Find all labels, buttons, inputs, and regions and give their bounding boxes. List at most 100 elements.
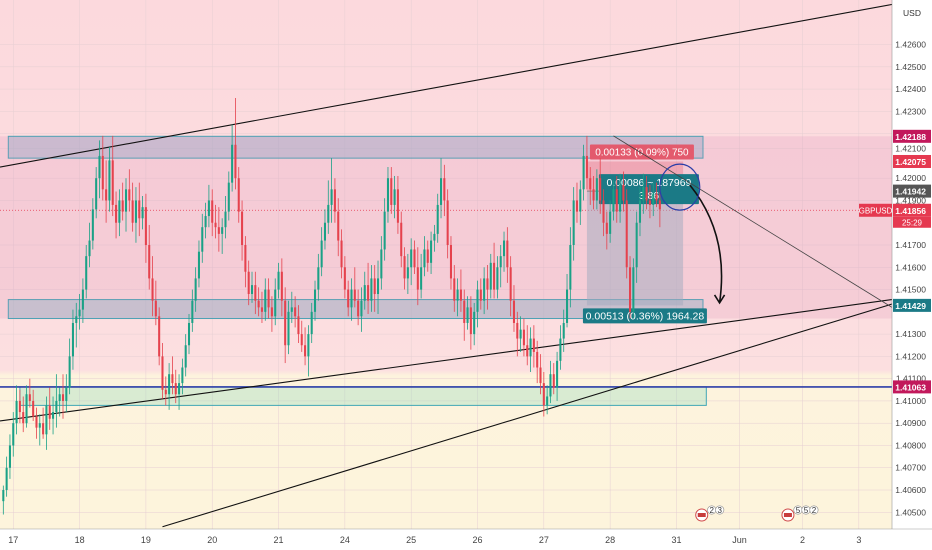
- candle[interactable]: [171, 356, 174, 395]
- candle[interactable]: [599, 158, 602, 214]
- candle[interactable]: [320, 227, 323, 277]
- candle[interactable]: [449, 236, 453, 290]
- candle[interactable]: [227, 171, 230, 221]
- candle[interactable]: [632, 258, 635, 319]
- candle[interactable]: [549, 360, 552, 404]
- candle[interactable]: [493, 242, 496, 299]
- candle[interactable]: [131, 182, 134, 232]
- candle[interactable]: [337, 198, 340, 257]
- candle[interactable]: [91, 198, 94, 250]
- candle[interactable]: [327, 180, 330, 234]
- candle[interactable]: [134, 187, 137, 243]
- candle[interactable]: [15, 385, 18, 435]
- candle[interactable]: [622, 171, 625, 212]
- candle[interactable]: [124, 178, 128, 232]
- candle[interactable]: [423, 236, 426, 277]
- candle[interactable]: [75, 302, 78, 348]
- candle[interactable]: [45, 396, 48, 450]
- candle[interactable]: [566, 273, 569, 328]
- candle[interactable]: [277, 262, 280, 299]
- candle[interactable]: [28, 378, 31, 408]
- candle[interactable]: [416, 247, 419, 306]
- candle[interactable]: [496, 256, 499, 299]
- candle[interactable]: [317, 253, 320, 301]
- candle[interactable]: [542, 371, 545, 417]
- candle[interactable]: [585, 135, 588, 190]
- candle[interactable]: [453, 265, 456, 312]
- candle[interactable]: [241, 200, 244, 261]
- candle[interactable]: [2, 485, 5, 515]
- candle[interactable]: [284, 287, 287, 364]
- candle[interactable]: [264, 278, 267, 321]
- candle[interactable]: [65, 374, 68, 413]
- candle[interactable]: [121, 182, 124, 221]
- candle[interactable]: [625, 189, 628, 279]
- candle[interactable]: [287, 300, 290, 355]
- trendline-ascending-support[interactable]: [162, 303, 893, 528]
- candle[interactable]: [526, 325, 529, 366]
- candle[interactable]: [78, 294, 81, 330]
- candle[interactable]: [224, 196, 227, 239]
- candle[interactable]: [25, 385, 28, 428]
- candle[interactable]: [350, 278, 353, 321]
- candle[interactable]: [88, 222, 91, 268]
- candle[interactable]: [297, 305, 300, 344]
- candle[interactable]: [509, 256, 512, 317]
- candle[interactable]: [612, 180, 615, 221]
- candle[interactable]: [499, 245, 502, 288]
- candle[interactable]: [138, 182, 141, 237]
- candle[interactable]: [439, 158, 443, 219]
- candle[interactable]: [522, 318, 525, 357]
- candle[interactable]: [290, 291, 293, 323]
- candle[interactable]: [267, 278, 270, 319]
- candle[interactable]: [300, 320, 303, 352]
- candle[interactable]: [552, 363, 555, 395]
- candle[interactable]: [357, 289, 360, 326]
- candle[interactable]: [38, 414, 41, 446]
- candle[interactable]: [486, 265, 489, 310]
- candle[interactable]: [360, 287, 363, 332]
- candle[interactable]: [101, 135, 104, 201]
- candle[interactable]: [178, 374, 181, 410]
- candle[interactable]: [22, 396, 25, 433]
- candle[interactable]: [426, 240, 429, 272]
- candle[interactable]: [556, 351, 559, 401]
- candle[interactable]: [363, 271, 366, 310]
- candle[interactable]: [443, 164, 446, 217]
- candle[interactable]: [569, 227, 572, 308]
- candle[interactable]: [506, 227, 509, 283]
- candle[interactable]: [609, 200, 612, 243]
- candle[interactable]: [52, 396, 55, 435]
- candle[interactable]: [35, 407, 38, 439]
- candle[interactable]: [655, 182, 658, 208]
- candle[interactable]: [512, 285, 516, 332]
- candle[interactable]: [410, 238, 413, 286]
- time-axis[interactable]: [0, 529, 932, 550]
- candle[interactable]: [95, 167, 98, 219]
- candle[interactable]: [187, 314, 191, 355]
- candle[interactable]: [446, 189, 449, 259]
- candle[interactable]: [645, 175, 648, 210]
- candle[interactable]: [144, 193, 147, 263]
- candle[interactable]: [589, 167, 592, 205]
- candle[interactable]: [638, 187, 642, 237]
- candle[interactable]: [204, 202, 207, 239]
- candle[interactable]: [562, 309, 565, 352]
- candle[interactable]: [436, 193, 439, 243]
- candle[interactable]: [194, 267, 197, 312]
- candle[interactable]: [244, 236, 247, 288]
- candle[interactable]: [310, 302, 313, 344]
- candle[interactable]: [8, 434, 11, 479]
- candle[interactable]: [396, 175, 399, 234]
- candle[interactable]: [42, 407, 45, 439]
- price-axis[interactable]: [892, 0, 932, 550]
- candle[interactable]: [430, 231, 433, 274]
- candle[interactable]: [115, 191, 118, 239]
- candle[interactable]: [250, 271, 254, 303]
- candle[interactable]: [353, 267, 356, 308]
- candle[interactable]: [635, 211, 638, 283]
- candle[interactable]: [231, 124, 234, 192]
- candle[interactable]: [400, 211, 403, 268]
- candle[interactable]: [158, 307, 161, 366]
